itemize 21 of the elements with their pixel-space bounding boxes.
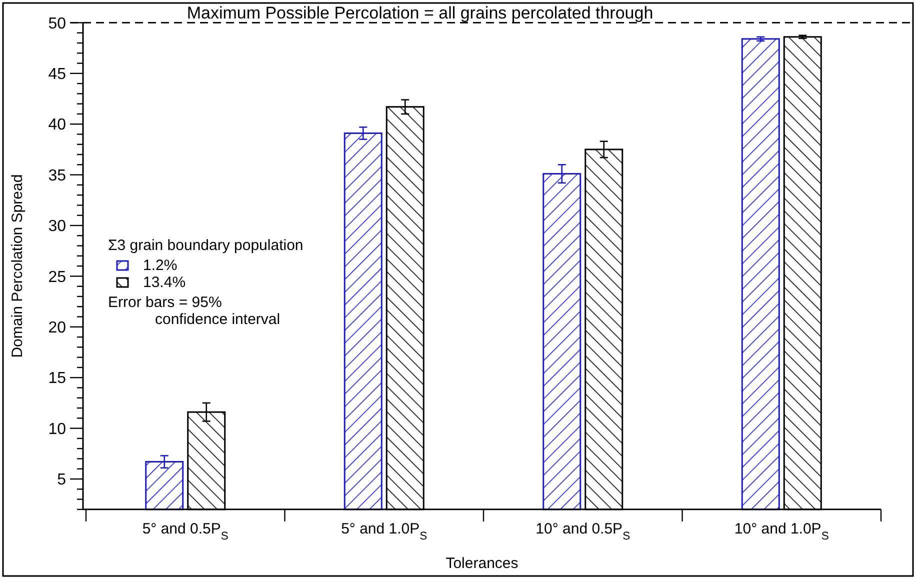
legend-label: 1.2% [143, 257, 178, 274]
ref-line-label: Maximum Possible Percolation = all grains percolated through [186, 4, 654, 23]
y-tick-label: 30 [48, 218, 66, 236]
x-tick-label: 5° and 0.5P$_{S}$ [142, 520, 228, 542]
y-tick-label: 40 [48, 116, 66, 134]
annotation: Error bars = 95% confidence interval [108, 294, 280, 328]
x-tick-label: 10° and 1.0P$_{S}$ [734, 520, 829, 542]
x-axis-title: Tolerances [446, 555, 518, 572]
legend-label: 13.4% [143, 274, 186, 291]
y-tick-label: 45 [48, 66, 66, 83]
y-tick-label: 10 [48, 420, 66, 438]
y-tick-label: 20 [48, 320, 66, 336]
y-axis-title: Domain Percolation Spread [9, 174, 26, 358]
legend-title: Σ3 grain boundary population [108, 237, 304, 254]
y-tick-label: 25 [48, 268, 66, 286]
y-tick-label: 35 [48, 167, 66, 184]
y-tick-label: 50 [48, 15, 66, 32]
y-tick-label: 15 [48, 370, 66, 388]
x-tick-label: 10° and 0.5P$_{S}$ [536, 520, 630, 542]
y-tick-label: 5 [57, 472, 66, 489]
x-tick-label: 5° and 1.0P$_{S}$ [341, 520, 428, 542]
